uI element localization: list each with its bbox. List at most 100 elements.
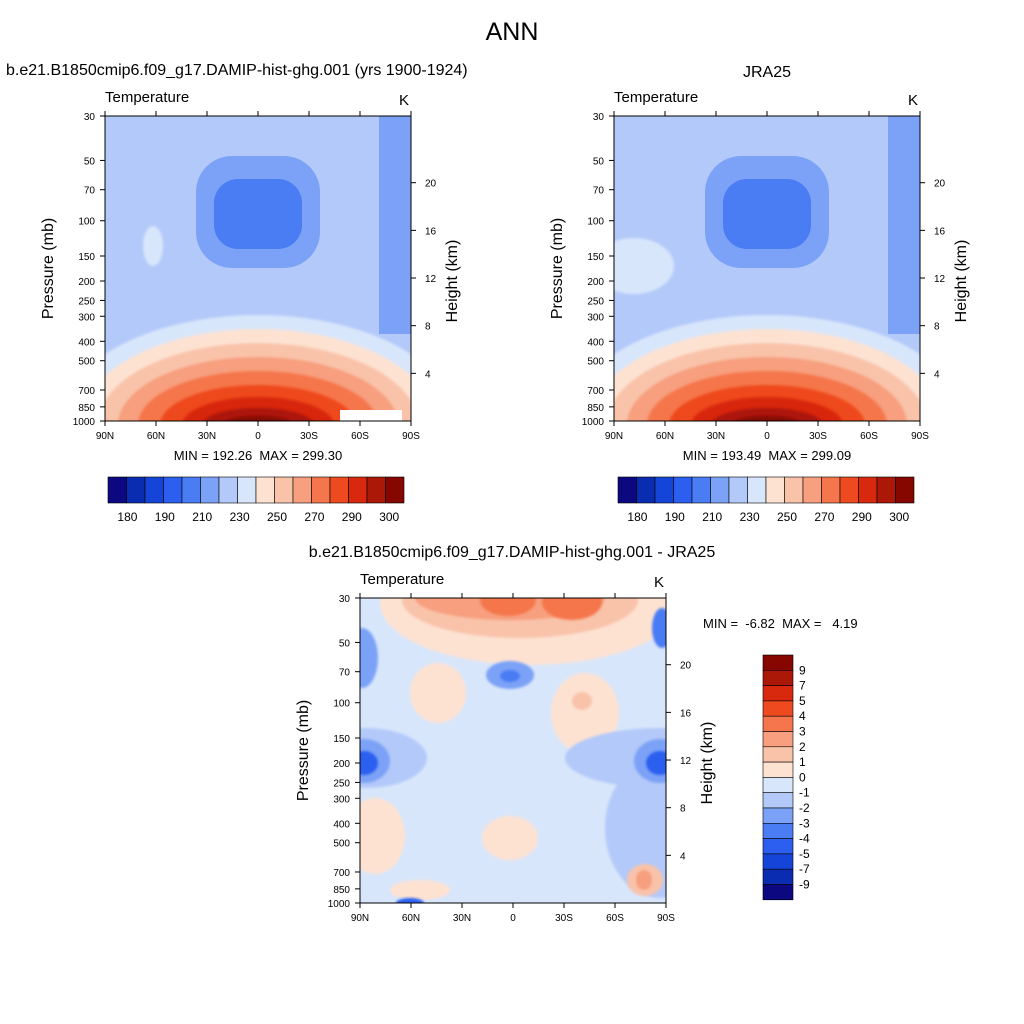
- panel-1-colorbar-swatch: [144, 476, 164, 504]
- panel-1-title: b.e21.B1850cmip6.f09_g17.DAMIP-hist-ghg.…: [6, 62, 468, 79]
- panel-1-colorbar-swatch: [292, 476, 312, 504]
- panel-2-colorbar-swatch: [617, 476, 637, 504]
- panel-1-colorbar-label: 180: [117, 510, 137, 524]
- panel-3-colorbar-swatch: [762, 807, 794, 824]
- panel-1-min-max: MIN = 192.26 MAX = 299.30: [173, 448, 343, 463]
- panel-1-x-tick-label: 90S: [402, 431, 420, 442]
- panel-3-colorbar-swatch: [762, 761, 794, 778]
- panel-2-colorbar-label: 190: [665, 510, 685, 524]
- panel-1-y-tick-label: 150: [78, 252, 95, 263]
- field-band: [652, 608, 666, 648]
- panel-2-colorbar-swatch: [728, 476, 748, 504]
- panel-3-y-tick-label: 150: [333, 734, 350, 745]
- panel-3-y-tick-label: 250: [333, 778, 350, 789]
- panel-3-colorbar-label: -4: [799, 832, 810, 846]
- panel-2-x-tick-label: 30N: [707, 431, 725, 442]
- panel-3-colorbar-label: 9: [799, 663, 806, 677]
- panel-1-colorbar-swatch: [126, 476, 146, 504]
- panel-3-colorbar-swatch: [762, 868, 794, 885]
- field-band: [734, 416, 800, 421]
- field-band: [396, 898, 424, 903]
- panel-2-colorbar-label: 180: [627, 510, 647, 524]
- panel-3-colorbar-swatch: [762, 822, 794, 839]
- panel-2-field: [614, 116, 920, 421]
- panel-3-colorbar-swatch: [762, 654, 794, 671]
- panel-3-colorbar-swatch: [762, 838, 794, 855]
- field-band: [646, 751, 666, 775]
- panel-1-y-axis-title: Pressure (mb): [40, 218, 57, 319]
- panel-3-colorbar-swatch: [762, 792, 794, 809]
- panel-2-y-tick-label: 500: [587, 357, 604, 368]
- panel-3-x-tick-label: 60S: [606, 913, 624, 924]
- panel-2-height-tick-label: 12: [934, 274, 946, 285]
- panel-3-y-tick-label: 30: [339, 594, 351, 605]
- field-band: [214, 179, 302, 249]
- panel-3-x-tick-label: 90N: [351, 913, 369, 924]
- panel-1-colorbar-label: 190: [155, 510, 175, 524]
- panel-1-height-tick-label: 16: [425, 226, 437, 237]
- panel-3-colorbar-swatch: [762, 746, 794, 763]
- panel-3-height-tick-label: 12: [680, 756, 692, 767]
- panel-3-colorbar-label: 3: [799, 725, 806, 739]
- panel-1-x-tick-label: 0: [255, 431, 261, 442]
- panel-2-colorbar-label: 300: [889, 510, 909, 524]
- panel-1-field: [105, 116, 411, 421]
- panel-3-colorbar-label: -3: [799, 816, 810, 830]
- panel-2-x-tick-label: 30S: [809, 431, 827, 442]
- panel-1-y-tick-label: 700: [78, 386, 95, 397]
- panel-1-y-tick-label: 100: [78, 217, 95, 228]
- panel-3-x-tick-label: 90S: [657, 913, 675, 924]
- panel-3-y-tick-label: 100: [333, 699, 350, 710]
- panel-2-y-tick-label: 850: [587, 403, 604, 414]
- panel-3-height-tick-label: 8: [680, 804, 686, 815]
- panel-1-colorbar-swatch: [163, 476, 183, 504]
- panel-3-colorbar-label: 2: [799, 740, 806, 754]
- panel-2-x-tick-label: 0: [764, 431, 770, 442]
- panel-1-y-tick-label: 1000: [73, 417, 96, 428]
- field-band: [225, 416, 291, 421]
- panel-1-colorbar-swatch: [366, 476, 386, 504]
- panel-3-colorbar-label: 4: [799, 709, 806, 723]
- panel-3-x-tick-label: 30S: [555, 913, 573, 924]
- panel-2-colorbar-label: 270: [814, 510, 834, 524]
- panel-2-colorbar-swatch: [821, 476, 841, 504]
- panel-2-colorbar-swatch: [876, 476, 896, 504]
- panel-3-colorbar-swatch: [762, 715, 794, 732]
- panel-1-colorbar-swatch: [385, 476, 405, 504]
- field-band: [888, 116, 920, 334]
- panel-3-colorbar-swatch: [762, 700, 794, 717]
- panel-3-x-tick-label: 0: [510, 913, 516, 924]
- field-band: [712, 408, 822, 421]
- panel-1-units-label: K: [399, 92, 410, 109]
- panel-1-colorbar-swatch: [311, 476, 331, 504]
- panel-1-colorbar-swatch: [107, 476, 127, 504]
- panel-3-y-tick-label: 300: [333, 794, 350, 805]
- field-band: [482, 816, 538, 860]
- panel-1-y-tick-label: 850: [78, 403, 95, 414]
- field-band: [723, 179, 811, 249]
- panel-2-y-tick-label: 30: [593, 112, 605, 123]
- panel-1-height-tick-label: 8: [425, 322, 431, 333]
- panel-1-y-tick-label: 300: [78, 312, 95, 323]
- panel-1-height-tick-label: 4: [425, 369, 431, 380]
- panel-1-colorbar-swatch: [200, 476, 220, 504]
- panel-2-title: JRA25: [742, 64, 792, 81]
- field-band: [390, 880, 450, 900]
- panel-1-x-tick-label: 30N: [198, 431, 216, 442]
- panel-2-y-tick-label: 1000: [582, 417, 605, 428]
- field-band: [480, 598, 536, 616]
- field-band: [143, 226, 163, 266]
- panel-2-colorbar-swatch: [710, 476, 730, 504]
- panel-2-colorbar-swatch: [802, 476, 822, 504]
- panel-2-colorbar-swatch: [673, 476, 693, 504]
- panel-2-colorbar-label: 230: [740, 510, 760, 524]
- panel-3-y-tick-label: 70: [339, 668, 351, 679]
- panel-2-colorbar-swatch: [636, 476, 656, 504]
- panel-2-height-tick-label: 16: [934, 226, 946, 237]
- panel-3-colorbar-label: 5: [799, 694, 806, 708]
- panel-2-x-tick-label: 90S: [911, 431, 929, 442]
- panel-3-colorbar-swatch: [762, 685, 794, 702]
- panel-2-height-tick-label: 20: [934, 179, 946, 190]
- panel-3-colorbar-label: -9: [799, 878, 810, 892]
